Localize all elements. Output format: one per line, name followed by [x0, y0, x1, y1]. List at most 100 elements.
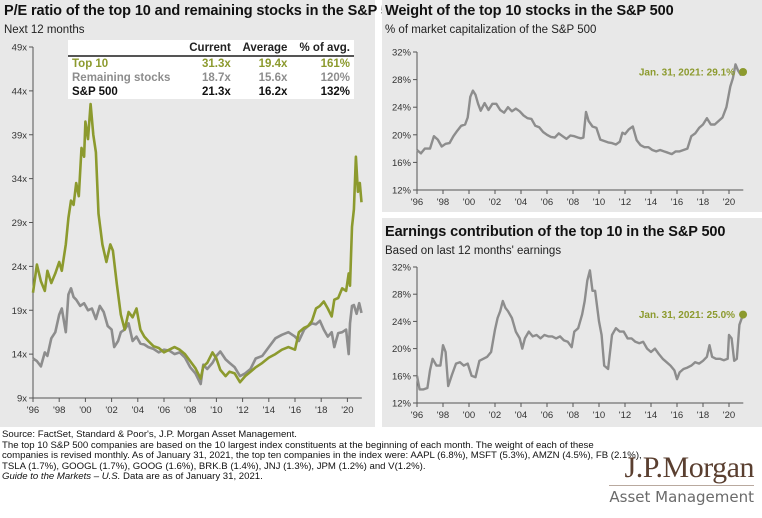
- y-tick-label: 20%: [392, 130, 412, 141]
- x-tick-label: '96: [411, 410, 423, 421]
- logo-subtitle: Asset Management: [609, 488, 754, 506]
- table-header-label: [68, 40, 182, 57]
- x-tick-label: '12: [236, 405, 248, 416]
- y-tick-label: 20%: [392, 344, 412, 355]
- table-header-current: Current: [181, 40, 235, 57]
- y-tick-label: 12%: [392, 399, 412, 410]
- methodology-note: The top 10 S&P 500 companies are based o…: [2, 439, 642, 472]
- x-tick-label: '00: [463, 410, 475, 421]
- row-average: 16.2x: [258, 86, 288, 98]
- footnotes: Source: FactSet, Standard & Poor's, J.P.…: [2, 429, 642, 483]
- x-tick-label: '16: [289, 405, 301, 416]
- x-tick-label: '96: [411, 197, 423, 208]
- weight-chart-subtitle: % of market capitalization of the S&P 50…: [385, 24, 597, 36]
- x-tick-label: '08: [184, 405, 196, 416]
- pe-summary-table: Current Average % of avg. Top 10 31.3x 1…: [68, 40, 354, 99]
- x-tick-label: '16: [671, 410, 683, 421]
- x-tick-label: '18: [315, 405, 327, 416]
- y-tick-label: 14x: [12, 350, 28, 361]
- earnings-chart-title: Earnings contribution of the top 10 in t…: [385, 224, 726, 240]
- row-pct-avg: 161%: [320, 58, 350, 70]
- x-tick-label: '20: [341, 405, 353, 416]
- x-tick-label: '06: [541, 410, 553, 421]
- x-tick-label: '12: [619, 410, 631, 421]
- pe-chart-subtitle: Next 12 months: [4, 24, 85, 36]
- series-line-top-10-weight: [416, 63, 744, 156]
- x-tick-label: '18: [697, 197, 709, 208]
- y-tick-label: 29x: [12, 218, 28, 229]
- jpmorgan-logo: J.P.Morgan Asset Management: [609, 452, 754, 506]
- row-label: Top 10: [72, 58, 109, 70]
- annotation-marker: [739, 310, 748, 319]
- table-row-sp500: S&P 500 21.3x 16.2x 132%: [68, 85, 354, 99]
- x-tick-label: '18: [697, 410, 709, 421]
- y-tick-label: 16%: [392, 371, 412, 382]
- table-header-row: Current Average % of avg.: [68, 40, 354, 57]
- guide-date: Data are as of January 31, 2021.: [120, 471, 263, 483]
- y-tick-label: 19x: [12, 306, 28, 317]
- y-tick-label: 32%: [392, 263, 412, 274]
- row-label: Remaining stocks: [72, 72, 171, 84]
- x-tick-label: '12: [619, 197, 631, 208]
- x-tick-label: '04: [515, 410, 527, 421]
- y-tick-label: 28%: [392, 290, 412, 301]
- x-tick-label: '20: [723, 410, 735, 421]
- row-average: 15.6x: [258, 72, 288, 84]
- table-row-top10: Top 10 31.3x 19.4x 161%: [68, 56, 354, 71]
- pe-ratio-panel: P/E ratio of the top 10 and remaining st…: [0, 0, 405, 427]
- x-tick-label: '00: [79, 405, 91, 416]
- x-tick-label: '98: [53, 405, 65, 416]
- y-tick-label: 24%: [392, 317, 412, 328]
- pe-chart-title: P/E ratio of the top 10 and remaining st…: [4, 3, 405, 19]
- y-tick-label: 9x: [17, 394, 27, 405]
- y-tick-label: 44x: [12, 86, 28, 97]
- weight-panel: Weight of the top 10 stocks in the S&P 5…: [382, 0, 762, 212]
- row-current: 18.7x: [202, 72, 231, 84]
- table-header-average: Average: [234, 40, 292, 57]
- x-tick-label: '02: [489, 197, 501, 208]
- x-tick-label: '10: [210, 405, 222, 416]
- x-tick-label: '10: [593, 197, 605, 208]
- x-tick-label: '02: [489, 410, 501, 421]
- earnings-panel: Earnings contribution of the top 10 in t…: [382, 218, 762, 427]
- y-tick-label: 39x: [12, 130, 28, 141]
- y-tick-label: 12%: [392, 186, 412, 197]
- pe-ratio-chart: 9x 14x 19x 24x 29x 34x 39x 44x 49x '96 '98 '00 '02 '0…: [12, 43, 363, 416]
- x-tick-label: '08: [567, 410, 579, 421]
- y-tick-label: 34x: [12, 174, 28, 185]
- x-tick-label: '16: [671, 197, 683, 208]
- y-tick-label: 32%: [392, 48, 412, 59]
- earnings-chart: 12% 16% 20% 24% 28% 32% '96 '98 '00 '02 '04 '06 '08 '…: [392, 263, 748, 421]
- table-header-pct-avg: % of avg.: [291, 40, 354, 57]
- weight-chart-title: Weight of the top 10 stocks in the S&P 5…: [385, 3, 674, 19]
- guide-title: Guide to the Markets – U.S.: [2, 471, 121, 483]
- x-tick-label: '14: [645, 197, 657, 208]
- row-average: 19.4x: [258, 58, 288, 70]
- x-tick-label: '00: [463, 197, 475, 208]
- logo-wordmark: J.P.Morgan: [624, 451, 755, 484]
- row-current: 21.3x: [202, 86, 231, 98]
- logo-divider: [609, 485, 754, 486]
- annotation-label: Jan. 31, 2021: 29.1%: [639, 68, 735, 79]
- x-tick-label: '06: [541, 197, 553, 208]
- row-label: S&P 500: [72, 86, 118, 98]
- row-current: 31.3x: [202, 58, 231, 70]
- x-tick-label: '08: [567, 197, 579, 208]
- y-tick-label: 24x: [12, 262, 28, 273]
- y-tick-label: 24%: [392, 103, 412, 114]
- x-tick-label: '14: [645, 410, 657, 421]
- row-pct-avg: 120%: [320, 72, 350, 84]
- x-tick-label: '04: [515, 197, 527, 208]
- x-tick-label: '02: [105, 405, 117, 416]
- y-tick-label: 28%: [392, 75, 412, 86]
- x-tick-label: '06: [158, 405, 170, 416]
- y-tick-label: 16%: [392, 158, 412, 169]
- x-tick-label: '14: [263, 405, 275, 416]
- guide-note: Guide to the Markets – U.S. Data are as …: [2, 472, 642, 483]
- annotation-marker: [739, 68, 748, 77]
- annotation-label: Jan. 31, 2021: 25.0%: [639, 310, 735, 321]
- series-line-remaining-stocks: [32, 286, 363, 386]
- x-tick-label: '04: [132, 405, 144, 416]
- series-line-top-10-earnings-contribution: [415, 269, 745, 391]
- source-note: Source: FactSet, Standard & Poor's, J.P.…: [2, 429, 297, 440]
